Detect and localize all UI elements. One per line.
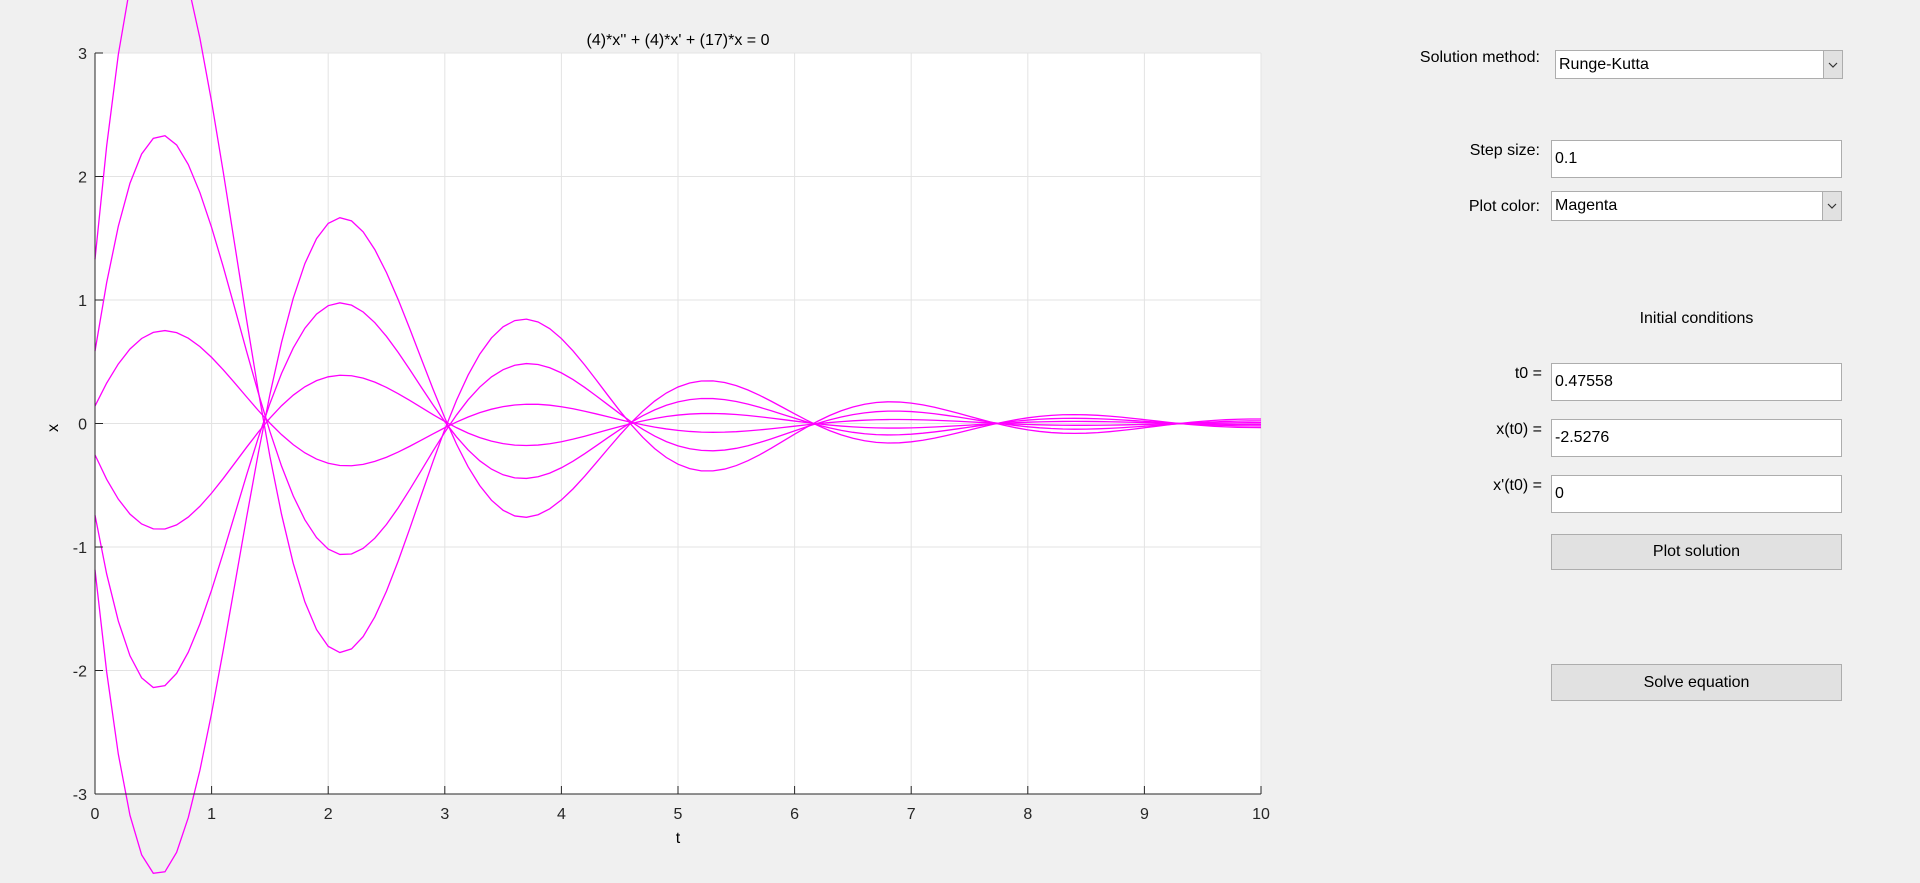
axes bbox=[94, 52, 1262, 795]
x-axis-label: t bbox=[676, 830, 681, 847]
x-tick-label: 0 bbox=[91, 806, 100, 823]
y-tick-label: 0 bbox=[78, 417, 87, 434]
xt0-input[interactable] bbox=[1551, 419, 1842, 457]
xt0-label: x(t0) = bbox=[1496, 421, 1542, 438]
plot-color-dropdown[interactable]: Magenta bbox=[1551, 191, 1842, 221]
chevron-down-icon[interactable] bbox=[1823, 51, 1842, 78]
y-tick-label: -3 bbox=[73, 787, 87, 804]
solve-equation-button[interactable]: Solve equation bbox=[1551, 664, 1842, 701]
x-tick-label: 5 bbox=[674, 806, 683, 823]
y-tick-label: -1 bbox=[73, 540, 87, 557]
t0-input[interactable] bbox=[1551, 363, 1842, 401]
y-axis-label: x bbox=[45, 424, 62, 432]
chevron-down-icon[interactable] bbox=[1822, 192, 1841, 220]
dxt0-input[interactable] bbox=[1551, 475, 1842, 513]
x-tick-label: 6 bbox=[790, 806, 799, 823]
solution-curve-1 bbox=[94, 0, 1262, 654]
x-tick-label: 3 bbox=[440, 806, 449, 823]
step-size-input[interactable] bbox=[1551, 140, 1842, 178]
solution-curve-4 bbox=[94, 374, 1262, 530]
x-tick-label: 2 bbox=[324, 806, 333, 823]
x-tick-label: 9 bbox=[1140, 806, 1149, 823]
solution-curve-3 bbox=[94, 329, 1262, 467]
step-size-label: Step size: bbox=[1469, 142, 1540, 159]
t0-label: t0 = bbox=[1514, 365, 1542, 382]
y-tick-label: 1 bbox=[78, 293, 87, 310]
x-tick-label: 1 bbox=[207, 806, 216, 823]
x-tick-label: 4 bbox=[557, 806, 566, 823]
plot-color-label: Plot color: bbox=[1468, 198, 1540, 215]
solution-curve-2 bbox=[94, 135, 1262, 556]
solution-method-label: Solution method: bbox=[1419, 49, 1540, 66]
solution-method-value: Runge-Kutta bbox=[1559, 56, 1649, 73]
y-tick-label: 3 bbox=[78, 46, 87, 63]
plot-solution-button[interactable]: Plot solution bbox=[1551, 534, 1842, 570]
solution-curve-5 bbox=[94, 302, 1262, 689]
solution-method-dropdown[interactable]: Runge-Kutta bbox=[1555, 50, 1843, 79]
dxt0-label: x'(t0) = bbox=[1493, 477, 1542, 494]
chart-title: (4)*x'' + (4)*x' + (17)*x = 0 bbox=[586, 32, 769, 49]
plot-color-value: Magenta bbox=[1555, 197, 1618, 214]
solution-curve-6 bbox=[94, 217, 1262, 874]
x-tick-label: 7 bbox=[907, 806, 916, 823]
x-tick-label: 8 bbox=[1023, 806, 1032, 823]
y-tick-label: 2 bbox=[78, 170, 87, 187]
initial-conditions-title: Initial conditions bbox=[1639, 310, 1754, 327]
solution-curves bbox=[94, 0, 1262, 874]
x-tick-label: 10 bbox=[1252, 806, 1270, 823]
y-tick-label: -2 bbox=[73, 664, 87, 681]
